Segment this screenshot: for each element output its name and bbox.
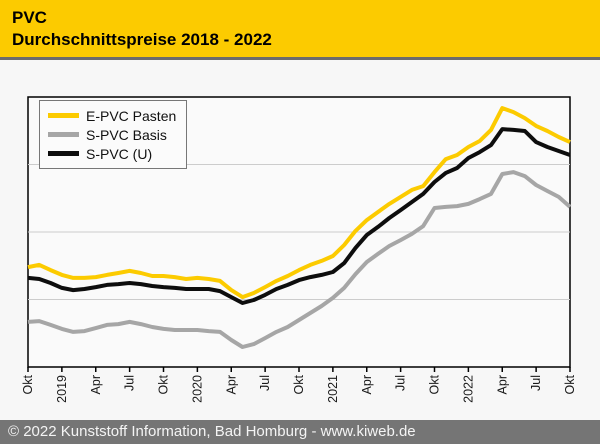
header-bar: PVC Durchschnittspreise 2018 - 2022 (0, 0, 600, 60)
x-tick-label: 2019 (55, 375, 69, 403)
x-axis-labels: Okt 2019 Apr Jul Okt 2020 Apr Jul Okt 2021 Apr Jul O… (21, 374, 577, 402)
x-tick-label: Jul (394, 375, 408, 391)
legend-label: E-PVC Pasten (86, 107, 177, 124)
legend-swatch-black-icon (48, 151, 79, 156)
x-tick-label: 2020 (190, 375, 204, 403)
legend-swatch-gray-icon (48, 132, 79, 137)
series-line-s-pvc-basis (27, 170, 572, 349)
legend-swatch-yellow-icon (48, 113, 79, 118)
legend-item-s-pvc-u: S-PVC (U) (48, 144, 176, 163)
series-lines (27, 106, 572, 349)
copyright-text: © 2022 Kunststoff Information, Bad Hombu… (8, 423, 416, 440)
series-line-e-pvc-pasten (27, 106, 571, 300)
footer-bar: © 2022 Kunststoff Information, Bad Hombu… (0, 420, 600, 444)
x-tick-label: 2022 (461, 375, 475, 403)
x-tick-label: Okt (292, 374, 306, 394)
x-tick-label: Apr (224, 375, 238, 394)
x-tick-label: Apr (360, 375, 374, 394)
x-tick-label: Jul (123, 375, 137, 391)
series-line-s-pvc-u (27, 127, 571, 305)
legend-item-s-pvc-basis: S-PVC Basis (48, 125, 176, 144)
page-subtitle: Durchschnittspreise 2018 - 2022 (12, 30, 272, 49)
chart-legend: E-PVC Pasten S-PVC Basis S-PVC (U) (39, 100, 188, 169)
legend-label: S-PVC (U) (86, 145, 153, 162)
legend-label: S-PVC Basis (86, 126, 167, 143)
x-tick-label: Apr (495, 375, 509, 394)
x-tick-label: Okt (21, 374, 35, 394)
x-tick-label: Apr (89, 375, 103, 394)
x-tick-label: Okt (157, 374, 171, 394)
page-title: PVC (12, 8, 47, 27)
x-axis-ticks (27, 367, 571, 372)
x-tick-label: Jul (258, 375, 272, 391)
x-tick-label: Okt (563, 374, 577, 394)
x-tick-label: 2021 (326, 375, 340, 403)
legend-item-e-pvc-pasten: E-PVC Pasten (48, 106, 176, 125)
x-tick-label: Okt (428, 374, 442, 394)
x-tick-label: Jul (529, 375, 543, 391)
